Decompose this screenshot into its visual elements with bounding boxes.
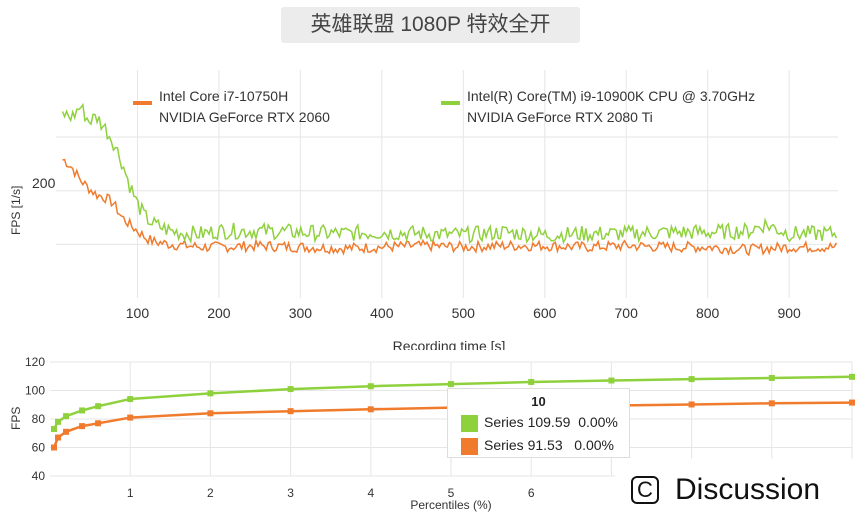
data-point	[688, 376, 695, 383]
top-series-lines	[61, 102, 838, 257]
data-point	[367, 383, 374, 390]
x-tick-labels: 1 2 3 4 5 6	[127, 486, 535, 500]
y-tick-label: 40	[32, 469, 46, 483]
data-point	[849, 373, 855, 380]
data-point	[287, 386, 294, 393]
data-point	[63, 413, 70, 420]
x-tick-label: 2	[207, 486, 214, 500]
x-tick-label: 100	[126, 305, 150, 321]
fps-time-chart: Intel Core i7-10750H NVIDIA GeForce RTX …	[9, 70, 838, 350]
x-tick-label: 3	[287, 486, 294, 500]
c-icon: C	[631, 476, 659, 504]
tooltip-value: 91.53	[527, 437, 563, 453]
series-line	[61, 102, 838, 245]
top-grid	[56, 70, 838, 298]
tooltip-row: Series 91.53 0.00%	[461, 436, 614, 455]
x-tick-label: 200	[207, 305, 231, 321]
data-point	[95, 420, 102, 427]
data-point	[51, 425, 58, 432]
y-tick-label: 80	[32, 412, 46, 426]
tooltip-label: Series	[484, 414, 524, 430]
data-tooltip: 10 Series 109.59 0.00% Series 91.53 0.00…	[447, 388, 630, 458]
x-tick-label: 5	[448, 486, 455, 500]
tooltip-row: Series 109.59 0.00%	[461, 413, 618, 432]
x-tick-label: 300	[289, 305, 313, 321]
x-tick-label: 900	[777, 305, 801, 321]
data-point	[51, 444, 58, 451]
series-swatch	[461, 437, 478, 455]
tooltip-pct: 0.00%	[574, 437, 614, 453]
data-point	[55, 434, 62, 441]
data-point	[448, 381, 454, 388]
x-tick-label: 4	[367, 486, 374, 500]
y-tick-label: 200	[32, 175, 56, 191]
x-tick-label: 400	[370, 305, 394, 321]
chart-title: 英雄联盟 1080P 特效全开	[281, 7, 580, 43]
series-swatch	[461, 414, 478, 432]
data-point	[127, 396, 134, 403]
data-point	[768, 374, 775, 381]
y-tick-label: 100	[25, 384, 45, 398]
series-line	[62, 158, 838, 257]
data-point	[688, 401, 695, 408]
discussion-button[interactable]: C Discussion	[615, 459, 863, 523]
tooltip-label: Series	[484, 437, 524, 453]
data-point	[207, 410, 214, 417]
x-tick-label: 600	[533, 305, 557, 321]
data-point	[127, 414, 134, 421]
legend: Intel Core i7-10750H NVIDIA GeForce RTX …	[133, 88, 755, 125]
data-point	[207, 390, 214, 397]
data-point	[95, 403, 102, 410]
x-axis-title: Recording time [s]	[393, 338, 506, 350]
discussion-label: Discussion	[675, 473, 821, 506]
data-point	[55, 418, 62, 425]
data-point	[287, 408, 294, 415]
x-tick-label: 700	[615, 305, 639, 321]
tooltip-pct: 0.00%	[578, 414, 618, 430]
legend-label: NVIDIA GeForce RTX 2060	[159, 109, 330, 125]
data-point	[849, 399, 855, 406]
y-tick-label: 120	[25, 355, 45, 369]
legend-label: Intel(R) Core(TM) i9-10900K CPU @ 3.70GH…	[467, 88, 755, 104]
x-tick-label: 500	[452, 305, 476, 321]
data-point	[768, 400, 775, 407]
y-tick-labels: 40 60 80 100 120	[25, 355, 45, 483]
tooltip-title: 10	[531, 394, 546, 409]
x-tick-labels: 100 200 300 400 500 600 700 800 900	[126, 305, 801, 321]
x-tick-label: 1	[127, 486, 134, 500]
data-point	[528, 378, 535, 385]
data-point	[79, 423, 86, 430]
data-point	[367, 406, 374, 413]
x-tick-label: 6	[528, 486, 535, 500]
y-axis-title: FPS	[9, 407, 23, 430]
y-axis-title: FPS [1/s]	[9, 186, 23, 235]
x-axis-title: Percentiles (%)	[410, 498, 491, 512]
y-tick-label: 60	[32, 441, 46, 455]
data-point	[63, 428, 70, 435]
tooltip-value: 109.59	[527, 414, 571, 430]
data-point	[608, 377, 615, 384]
data-point	[79, 407, 86, 414]
x-tick-label: 800	[696, 305, 720, 321]
legend-label: NVIDIA GeForce RTX 2080 Ti	[467, 109, 653, 125]
legend-label: Intel Core i7-10750H	[159, 88, 288, 104]
